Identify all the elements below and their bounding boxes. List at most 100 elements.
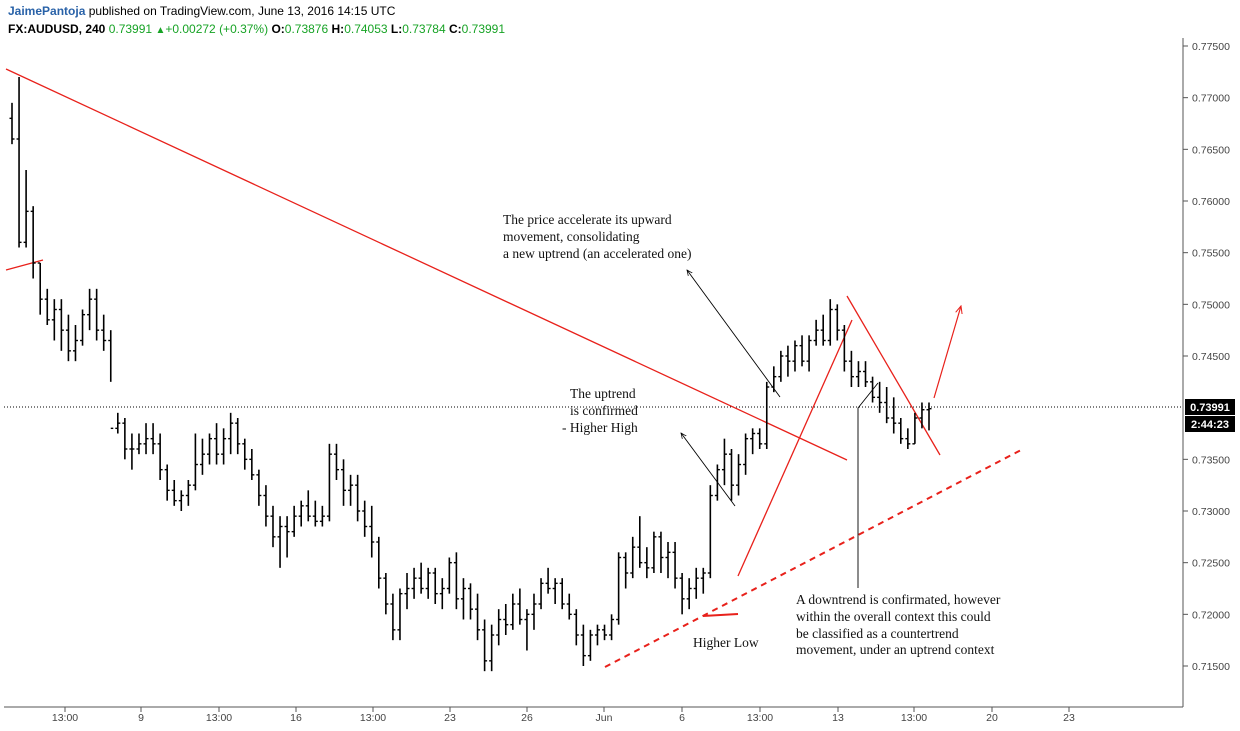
ohlc-bar[interactable] — [242, 438, 248, 470]
ohlc-bar[interactable] — [348, 474, 354, 506]
ohlc-bar[interactable] — [122, 418, 128, 460]
ohlc-bar[interactable] — [207, 433, 213, 465]
ohlc-bar[interactable] — [453, 552, 459, 610]
ohlc-bar[interactable] — [721, 438, 727, 486]
ohlc-bar[interactable] — [912, 412, 918, 445]
ohlc-bar[interactable] — [37, 262, 43, 315]
ohlc-bar[interactable] — [397, 588, 403, 641]
ohlc-bar[interactable] — [707, 485, 713, 579]
ohlc-bar[interactable] — [482, 619, 488, 672]
ohlc-bar[interactable] — [616, 552, 622, 625]
ohlc-bar[interactable] — [270, 505, 276, 548]
ohlc-bar[interactable] — [214, 423, 220, 465]
projection-arrow[interactable] — [933, 306, 961, 399]
ohlc-bar[interactable] — [411, 567, 417, 599]
ohlc-bar[interactable] — [284, 516, 290, 558]
ohlc-bar[interactable] — [425, 567, 431, 599]
ohlc-bar[interactable] — [475, 593, 481, 641]
ohlc-bar[interactable] — [510, 593, 516, 630]
ohlc-bar[interactable] — [792, 340, 798, 372]
ohlc-bar[interactable] — [249, 449, 255, 480]
ohlc-bar[interactable] — [637, 516, 643, 568]
ohlc-bar[interactable] — [319, 505, 325, 527]
ohlc-bar[interactable] — [376, 536, 382, 589]
ohlc-bar[interactable] — [743, 433, 749, 475]
ohlc-bar[interactable] — [157, 433, 163, 481]
ohlc-bar[interactable] — [446, 557, 452, 594]
ohlc-bar[interactable] — [672, 542, 678, 589]
ohlc-bar[interactable] — [178, 490, 184, 511]
ohlc-bar[interactable] — [432, 567, 438, 604]
ohlc-bar[interactable] — [468, 583, 473, 620]
accel-arrow[interactable] — [687, 270, 781, 398]
ohlc-bar[interactable] — [531, 593, 537, 630]
ohlc-bar[interactable] — [665, 542, 671, 579]
ohlc-bar[interactable] — [898, 418, 904, 444]
ohlc-bar[interactable] — [341, 459, 347, 506]
ohlc-bar[interactable] — [848, 350, 854, 387]
ohlc-bar[interactable] — [545, 567, 551, 594]
ohlc-bar[interactable] — [623, 552, 629, 589]
ohlc-bar[interactable] — [80, 309, 86, 346]
ohlc-bar[interactable] — [221, 428, 227, 465]
higher-low-marker[interactable] — [702, 613, 739, 617]
ohlc-bar[interactable] — [863, 361, 869, 387]
ohlc-bar[interactable] — [291, 505, 297, 537]
ohlc-bar[interactable] — [813, 319, 819, 346]
ohlc-bar[interactable] — [609, 614, 615, 641]
ohlc-bar[interactable] — [651, 531, 657, 573]
ohlc-bar[interactable] — [171, 480, 177, 506]
ohlc-bar[interactable] — [143, 423, 149, 455]
ohlc-bar[interactable] — [228, 412, 234, 455]
ohlc-bar[interactable] — [602, 624, 608, 641]
ohlc-bar[interactable] — [72, 325, 78, 362]
ohlc-bar[interactable] — [58, 299, 64, 351]
ohlc-bar[interactable] — [658, 531, 664, 573]
ohlc-bar[interactable] — [728, 449, 734, 501]
ohlc-bar[interactable] — [905, 428, 911, 449]
ohlc-bar[interactable] — [757, 428, 763, 449]
price-axis[interactable]: 0.77500 0.77000 0.76500 0.76000 0.75500 0.750… — [1183, 41, 1230, 673]
ohlc-bar[interactable] — [630, 536, 636, 579]
ohlc-bar[interactable] — [785, 345, 791, 377]
trendlines[interactable] — [5, 68, 1024, 668]
ohlc-bar[interactable] — [16, 77, 22, 248]
ohlc-bar[interactable] — [326, 443, 332, 522]
ohlc-bar[interactable] — [700, 567, 706, 594]
ohlc-bar[interactable] — [693, 567, 699, 599]
ohlc-bar[interactable] — [199, 438, 205, 475]
ohlc-bar[interactable] — [679, 573, 685, 615]
ohlc-bar[interactable] — [9, 102, 15, 145]
ohlc-bar[interactable] — [44, 288, 50, 325]
time-axis[interactable]: 13:00 9 13:00 16 13:00 23 26 Jun 6 13:00 13 13:00 20… — [52, 707, 1075, 724]
ohlc-bar[interactable] — [150, 423, 156, 455]
author-link[interactable]: JaimePantoja — [8, 4, 86, 18]
ohlc-bar[interactable] — [115, 412, 121, 434]
ohlc-bar[interactable] — [460, 578, 466, 620]
ohlc-bar[interactable] — [750, 428, 756, 455]
ohlc-bar[interactable] — [820, 314, 826, 346]
ohlc-bar[interactable] — [580, 624, 586, 666]
ohlc-bar[interactable] — [926, 402, 932, 431]
ohlc-bar[interactable] — [736, 454, 742, 496]
ohlc-bar[interactable] — [806, 335, 812, 372]
ohlc-bar[interactable] — [524, 609, 530, 651]
annotation-pointers[interactable] — [681, 270, 879, 588]
ohlc-bar[interactable] — [263, 485, 269, 527]
ohlc-bar[interactable] — [418, 562, 424, 594]
ohlc-bar[interactable] — [489, 624, 495, 672]
ohlc-bar[interactable] — [855, 361, 861, 387]
ohlc-bar[interactable] — [841, 325, 847, 372]
ohlc-bar[interactable] — [439, 578, 445, 610]
ohlc-bar[interactable] — [312, 500, 318, 527]
short-red-line-left[interactable] — [5, 259, 44, 271]
ohlc-bar[interactable] — [164, 464, 170, 501]
ohlc-bar[interactable] — [355, 474, 361, 522]
ohlc-bar[interactable] — [185, 480, 191, 506]
ohlc-bar[interactable] — [799, 335, 805, 367]
ohlc-bar[interactable] — [834, 304, 840, 341]
ohlc-bar[interactable] — [877, 381, 883, 413]
ohlc-bar[interactable] — [129, 433, 135, 470]
ohlc-bar[interactable] — [538, 578, 544, 610]
